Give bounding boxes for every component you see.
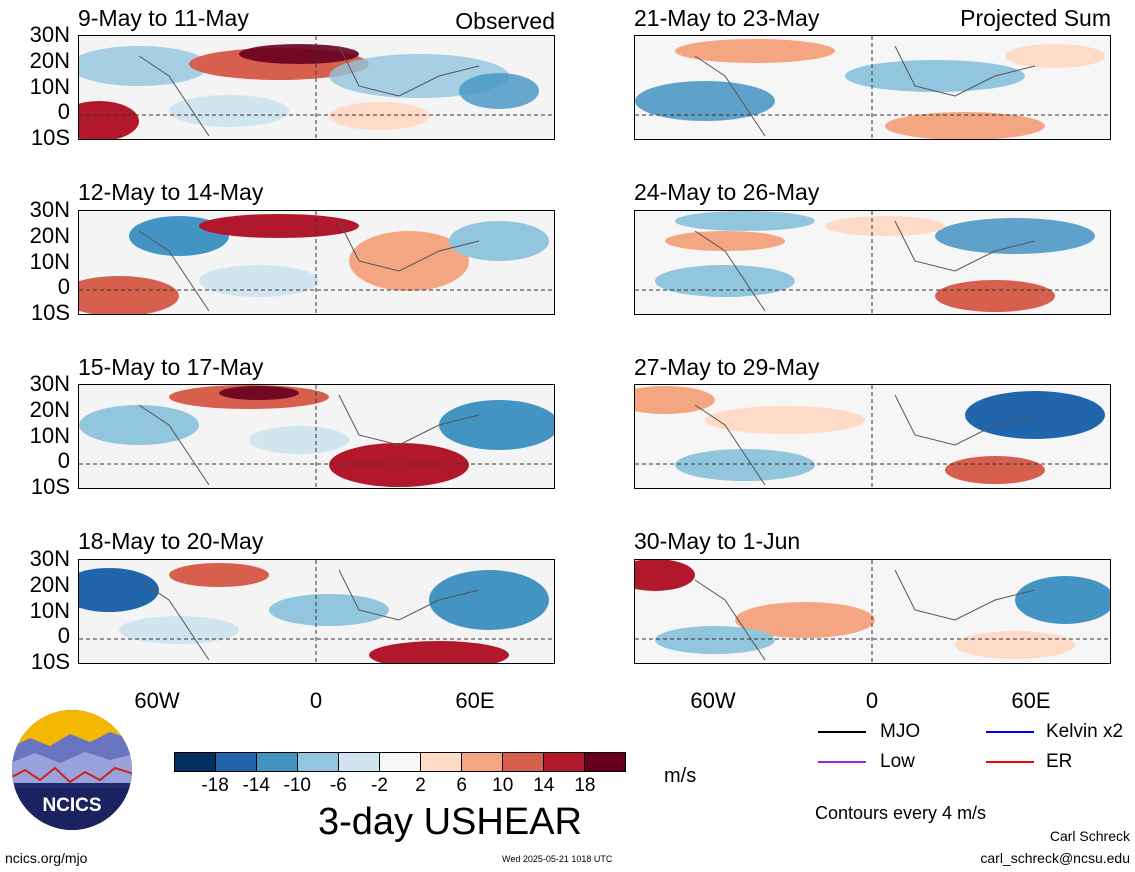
colorbar-tick-label: -2 xyxy=(371,775,388,796)
legend-swatch-mjo xyxy=(818,731,866,733)
colorbar-swatch xyxy=(420,753,461,771)
map-panel xyxy=(634,559,1111,664)
lat-label: 20N xyxy=(29,396,70,422)
lon-label: 60W xyxy=(690,688,736,713)
logo-text: NCICS xyxy=(42,795,101,816)
legend-label-mjo: MJO xyxy=(880,721,921,742)
lon-label: 60E xyxy=(455,688,495,713)
colorbar-tick-label: 14 xyxy=(533,775,555,796)
legend-swatch-er xyxy=(986,761,1034,763)
colorbar-swatch xyxy=(256,753,297,771)
colorbar-swatch xyxy=(175,753,215,771)
map-panel xyxy=(78,210,555,315)
panel-title: 27-May to 29-May xyxy=(634,354,820,380)
footer-email[interactable]: carl_schreck@ncsu.edu xyxy=(980,850,1130,866)
colorbar-swatch xyxy=(584,753,625,771)
colorbar-tick-label: -14 xyxy=(242,775,270,796)
lon-label: 0 xyxy=(309,688,323,713)
lat-label: 10S xyxy=(30,125,70,150)
panel-title: 30-May to 1-Jun xyxy=(634,528,801,554)
panel-title: 21-May to 23-May xyxy=(634,5,820,31)
footer-timestamp: Wed 2025-05-21 1018 UTC xyxy=(502,854,613,864)
colorbar-tick-label: -10 xyxy=(283,775,311,796)
lat-label: 30N xyxy=(29,371,70,396)
panel-title: 18-May to 20-May xyxy=(78,528,264,554)
lat-label: 0 xyxy=(57,274,70,300)
colorbar-tick-label: 10 xyxy=(492,775,514,796)
lat-label: 10N xyxy=(29,422,70,448)
lat-label: 0 xyxy=(57,623,70,649)
lat-label: 10S xyxy=(30,649,70,674)
colorbar-title: 3-day USHEAR xyxy=(318,801,582,843)
lat-label: 30N xyxy=(29,197,70,222)
colorbar-swatch xyxy=(461,753,502,771)
lat-label: 20N xyxy=(29,47,70,73)
colorbar-tick-label: -18 xyxy=(201,775,229,796)
panel-tag: Projected Sum xyxy=(960,5,1111,31)
colorbar-tick-label: -6 xyxy=(329,775,347,796)
lon-label: 60E xyxy=(1011,688,1051,713)
colorbar-units: m/s xyxy=(664,765,697,787)
map-panel xyxy=(634,384,1111,489)
map-panel xyxy=(78,35,555,140)
lat-label: 10S xyxy=(30,300,70,325)
legend-label-er: ER xyxy=(1046,751,1073,772)
colorbar-swatch xyxy=(502,753,543,771)
colorbar-tick-label: 2 xyxy=(415,775,426,796)
lat-label: 0 xyxy=(57,448,70,474)
map-panel xyxy=(634,210,1111,315)
legend-swatch-low xyxy=(818,761,866,763)
lon-label: 0 xyxy=(865,688,879,713)
lat-label: 10N xyxy=(29,248,70,274)
ncics-logo: NCICS xyxy=(10,708,134,832)
map-panel xyxy=(634,35,1111,140)
map-panel xyxy=(78,384,555,489)
lat-label: 10N xyxy=(29,73,70,99)
footer-author: Carl Schreck xyxy=(1049,828,1130,844)
lat-label: 20N xyxy=(29,222,70,248)
colorbar-tick-label: 18 xyxy=(574,775,596,796)
colorbar-swatch xyxy=(543,753,584,771)
contour-note: Contours every 4 m/s xyxy=(815,803,987,823)
lat-label: 0 xyxy=(57,99,70,125)
legend-swatch-kelvin xyxy=(986,731,1034,733)
colorbar-swatch xyxy=(297,753,338,771)
colorbar-swatch xyxy=(379,753,420,771)
colorbar-swatch xyxy=(338,753,379,771)
lon-label: 60W xyxy=(134,688,180,713)
panel-title: 24-May to 26-May xyxy=(634,179,820,205)
lat-label: 30N xyxy=(29,546,70,571)
panel-tag: Observed xyxy=(455,8,555,34)
lat-label: 10N xyxy=(29,597,70,623)
lat-label: 20N xyxy=(29,571,70,597)
panel-title: 12-May to 14-May xyxy=(78,179,264,205)
colorbar xyxy=(174,752,626,772)
colorbar-tick-label: 6 xyxy=(456,775,467,796)
colorbar-swatch xyxy=(215,753,256,771)
lat-label: 30N xyxy=(29,22,70,47)
lat-label: 10S xyxy=(30,474,70,499)
panel-title: 9-May to 11-May xyxy=(78,5,249,31)
footer-site-link[interactable]: ncics.org/mjo xyxy=(5,850,88,866)
map-panel xyxy=(78,559,555,664)
panel-title: 15-May to 17-May xyxy=(78,354,264,380)
legend-label-low: Low xyxy=(880,751,915,772)
legend-label-kelvin: Kelvin x2 xyxy=(1046,721,1124,742)
